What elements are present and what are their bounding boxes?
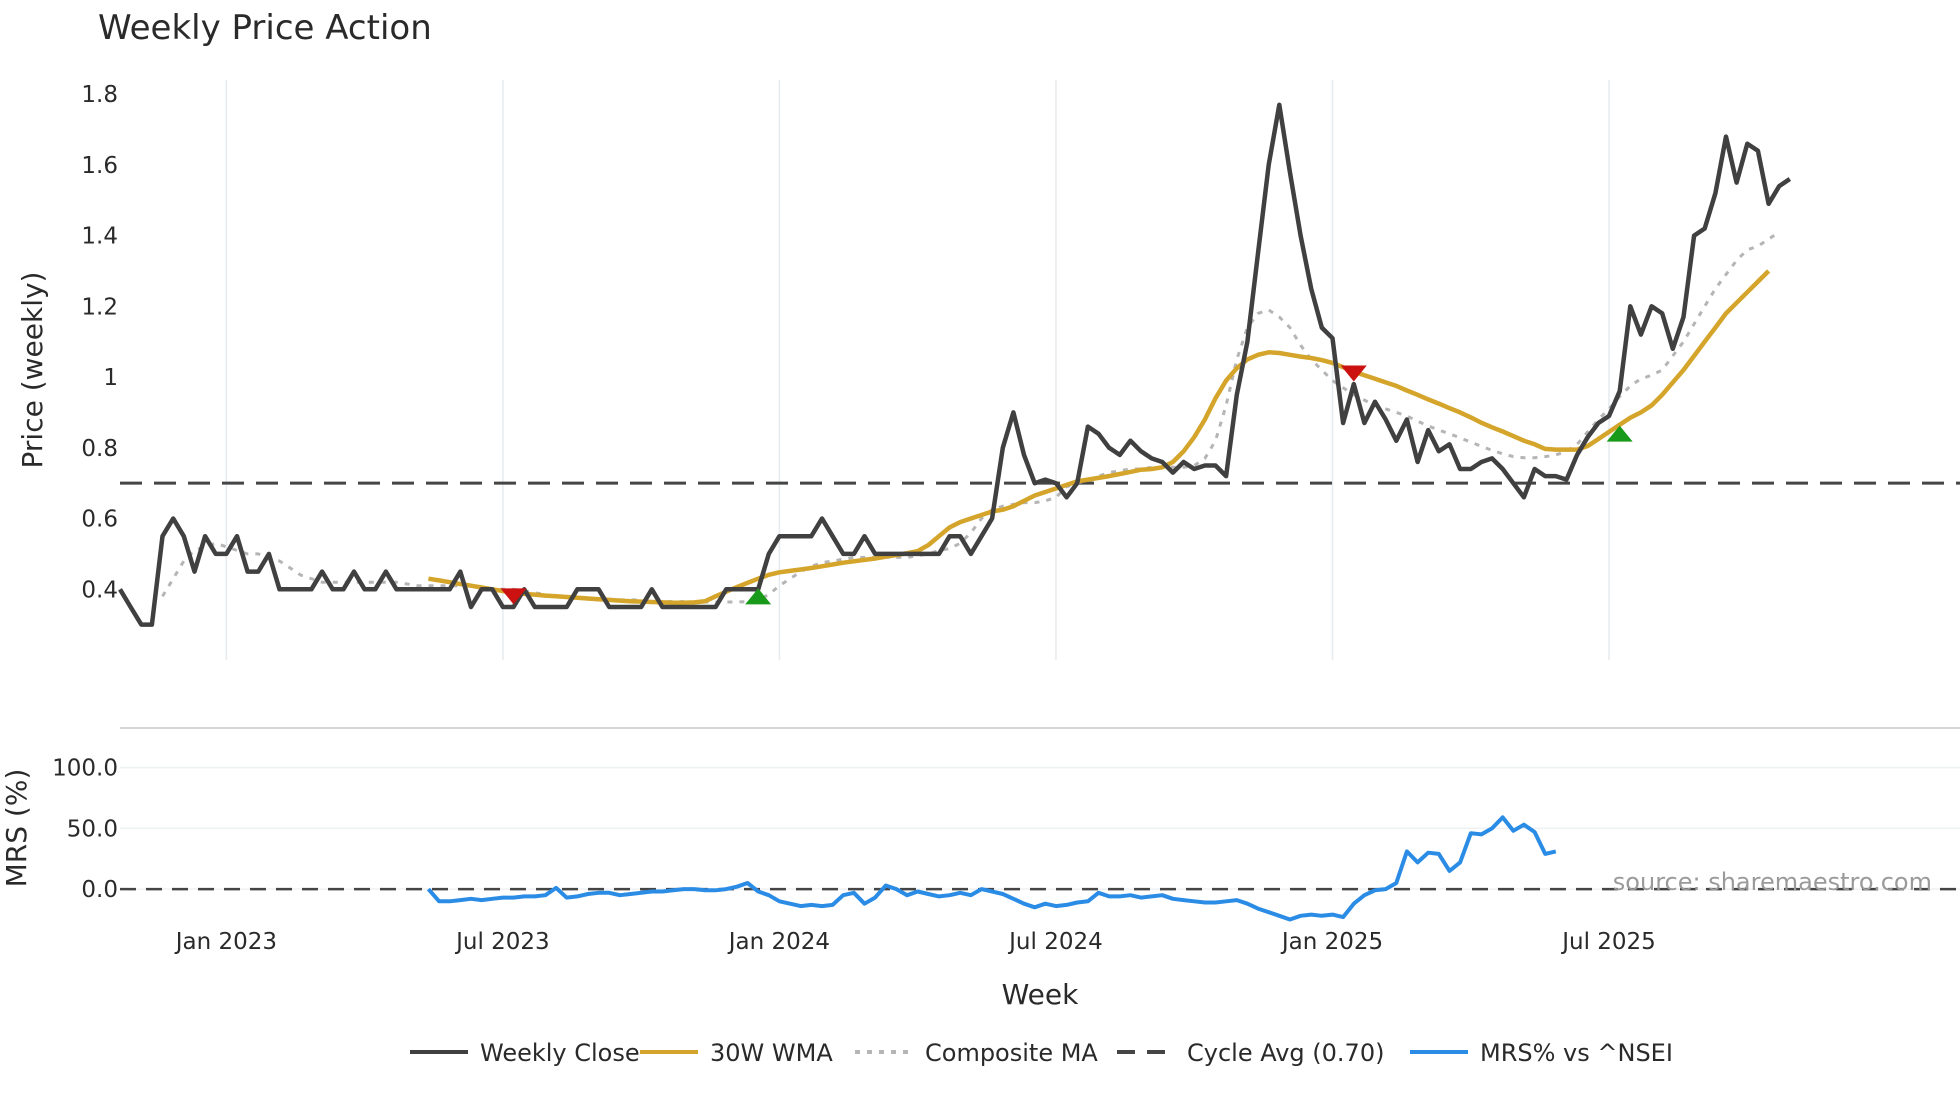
x-tick-label: Jul 2023 (454, 929, 550, 955)
price-y-tick-label: 1.6 (81, 153, 118, 179)
x-tick-label: Jul 2024 (1007, 929, 1103, 955)
legend-label: MRS% vs ^NSEI (1480, 1039, 1673, 1067)
x-tick-label: Jul 2025 (1560, 929, 1656, 955)
legend-label: Weekly Close (480, 1039, 640, 1067)
legend-item: MRS% vs ^NSEI (1410, 1039, 1673, 1067)
x-tick-label: Jan 2023 (174, 929, 277, 955)
legend-label: 30W WMA (710, 1039, 833, 1067)
x-tick-label: Jan 2024 (727, 929, 830, 955)
price-y-ticks: 0.4 0.6 0.8 1 1.2 1.4 1.6 1.8 (81, 82, 118, 603)
legend: Weekly Close 30W WMA Composite MA Cycle Avg… (410, 1039, 1673, 1067)
x-axis-title: Week (1002, 978, 1079, 1011)
chart-title: Weekly Price Action (98, 8, 432, 48)
price-series (118, 102, 1960, 627)
price-y-tick-label: 1.2 (81, 294, 118, 320)
30w-wma-line (428, 269, 1771, 605)
price-y-tick-label: 1.4 (81, 224, 118, 250)
mrs-line (426, 815, 1557, 922)
buy-signal-marker (1606, 425, 1633, 442)
legend-item: Composite MA (855, 1039, 1098, 1067)
legend-item: Cycle Avg (0.70) (1117, 1039, 1384, 1067)
price-y-tick-label: 1.8 (81, 82, 118, 108)
price-y-tick-label: 1 (103, 365, 118, 391)
composite-ma-line (161, 230, 1781, 604)
sell-signal-marker (1340, 365, 1367, 382)
mrs-y-axis-title: MRS (%) (0, 769, 33, 888)
legend-item: Weekly Close (410, 1039, 640, 1067)
price-y-tick-label: 0.8 (81, 436, 118, 462)
mrs-y-tick-label: 100.0 (52, 756, 118, 782)
source-watermark: source: sharemaestro.com (1613, 868, 1932, 896)
mrs-y-tick-label: 50.0 (67, 816, 118, 842)
price-y-axis-title: Price (weekly) (16, 272, 49, 469)
mrs-y-tick-label: 0.0 (81, 877, 118, 903)
price-grid (225, 80, 1610, 660)
signal-markers (500, 365, 1633, 605)
buy-signal-marker (745, 588, 772, 605)
mrs-y-ticks: 0.0 50.0 100.0 (52, 756, 118, 904)
weekly-close-line (118, 102, 1792, 627)
price-y-tick-label: 0.6 (81, 507, 118, 533)
x-tick-label: Jan 2025 (1280, 929, 1383, 955)
legend-label: Cycle Avg (0.70) (1187, 1039, 1384, 1067)
legend-item: 30W WMA (640, 1039, 833, 1067)
mrs-series (120, 815, 1960, 922)
x-axis-ticks: Jan 2023 Jul 2023 Jan 2024 Jul 2024 Jan 2025… (174, 929, 1656, 955)
sell-signal-marker (500, 588, 527, 605)
legend-label: Composite MA (925, 1039, 1098, 1067)
price-y-tick-label: 0.4 (81, 577, 118, 603)
